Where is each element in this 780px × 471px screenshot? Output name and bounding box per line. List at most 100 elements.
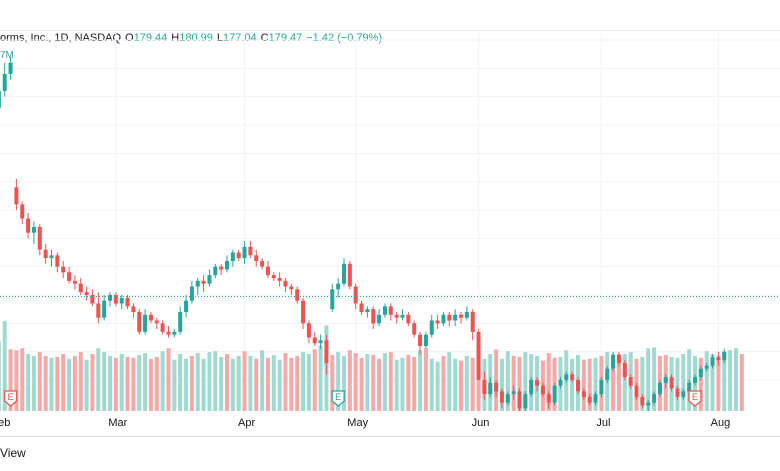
- candle-body: [681, 391, 686, 397]
- candle-body: [72, 280, 77, 284]
- candle-body: [312, 337, 317, 344]
- volume-bar: [499, 358, 504, 411]
- price-chart[interactable]: E E E Feb Mar Apr May Jun Jul Aug: [0, 0, 780, 436]
- candle-body: [166, 331, 171, 335]
- candle-body: [675, 388, 680, 397]
- candle-body: [184, 300, 189, 312]
- volume-bar: [67, 358, 72, 411]
- candle-body: [693, 377, 697, 383]
- candle-body: [564, 374, 569, 380]
- volume-bar: [441, 355, 446, 411]
- volume-bar: [593, 357, 598, 411]
- candle-body: [248, 246, 253, 256]
- candle-body: [441, 314, 446, 324]
- x-tick-label: Mar: [108, 417, 127, 429]
- volume-bar: [318, 345, 323, 411]
- candle-body: [131, 306, 136, 312]
- volume-bar: [242, 351, 247, 411]
- volume-bar: [388, 352, 393, 411]
- volume-bar: [698, 357, 703, 411]
- open-value: 179.44: [133, 32, 168, 44]
- candle-body: [622, 363, 627, 378]
- candle-body: [108, 295, 112, 301]
- candle-body: [494, 382, 499, 392]
- candle-body: [113, 295, 118, 304]
- change-value: −1.42 (−0.79%): [306, 32, 383, 44]
- volume-bar: [464, 355, 469, 411]
- candle-body: [195, 280, 200, 287]
- volume-bar: [459, 360, 463, 411]
- volume-bar: [90, 354, 95, 411]
- volume-bar: [453, 358, 458, 411]
- candle-body: [154, 320, 159, 324]
- candle-body: [546, 394, 551, 403]
- candle-body: [593, 394, 598, 403]
- volume-bar: [739, 354, 744, 411]
- volume-bar: [722, 352, 727, 411]
- volume-bar: [254, 358, 259, 411]
- candle-body: [447, 314, 452, 321]
- volume-bar: [78, 352, 83, 411]
- candle-body: [271, 275, 276, 278]
- candle-body: [657, 382, 662, 395]
- candle-body: [535, 380, 540, 386]
- volume-bar: [470, 357, 475, 411]
- volume-bar: [49, 357, 54, 411]
- volume-bar: [412, 356, 417, 411]
- volume-bar: [201, 358, 206, 411]
- candle-body: [84, 292, 89, 295]
- volume-bar: [382, 353, 387, 411]
- candle-body: [552, 385, 557, 403]
- candle-body: [634, 385, 639, 397]
- candle-body: [576, 380, 580, 392]
- x-tick-label: Feb: [0, 417, 10, 429]
- volume-bar: [131, 357, 136, 411]
- candle-body: [96, 303, 101, 318]
- footer-text[interactable]: View: [0, 446, 26, 460]
- volume-bar: [306, 354, 311, 411]
- candle-body: [359, 303, 364, 312]
- candle-body: [482, 380, 487, 395]
- volume-bar: [154, 356, 159, 411]
- volume-bar: [622, 354, 627, 411]
- candle-body: [687, 382, 692, 392]
- volume-bar: [26, 354, 31, 411]
- candle-body: [324, 340, 329, 363]
- volume-bar: [289, 357, 294, 411]
- volume-bar: [119, 354, 124, 411]
- candle-body: [412, 323, 417, 335]
- volume-bar: [347, 350, 352, 411]
- volume-bar: [640, 356, 645, 411]
- symbol-name[interactable]: orms, Inc., 1D, NASDAQ: [0, 32, 122, 44]
- candle-body: [43, 249, 48, 259]
- volume-bar: [330, 354, 335, 411]
- volume-legend: 7M: [0, 50, 14, 61]
- candle-body: [505, 394, 510, 403]
- candle-body: [400, 314, 405, 318]
- low-value: 177.04: [222, 32, 257, 44]
- candle-body: [423, 334, 428, 346]
- candle-body: [587, 397, 592, 403]
- volume-bar: [377, 358, 382, 411]
- candle-body: [207, 275, 212, 284]
- volume-bar: [646, 348, 651, 411]
- candle-body: [318, 340, 323, 344]
- candle-body: [722, 351, 727, 361]
- volume-bar: [230, 358, 235, 411]
- volume-bar: [365, 354, 370, 411]
- volume-bar: [271, 354, 276, 411]
- candle-body: [382, 306, 387, 315]
- candle-body: [388, 306, 393, 315]
- open-label: O: [125, 32, 134, 44]
- volume-bar: [611, 355, 616, 411]
- candle-body: [213, 266, 218, 276]
- candle-body: [523, 394, 528, 409]
- candle-body: [201, 280, 206, 284]
- candle-body: [540, 385, 545, 395]
- volume-bar: [476, 356, 481, 411]
- volume-bar: [587, 358, 592, 411]
- candle-body: [453, 314, 458, 321]
- candle-body: [698, 368, 703, 378]
- candle-body: [172, 331, 177, 335]
